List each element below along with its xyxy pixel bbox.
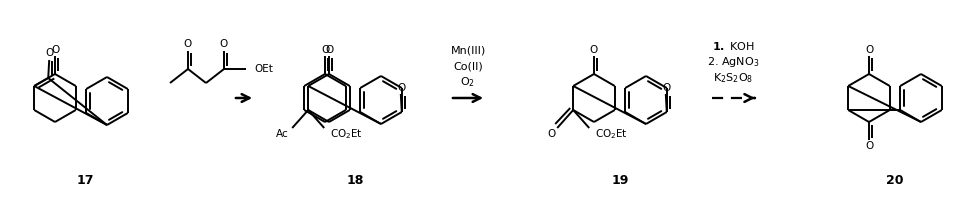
Text: 18: 18 [346, 173, 364, 187]
Text: O: O [397, 83, 406, 93]
Text: Co(II): Co(II) [453, 61, 483, 71]
Text: CO$_2$Et: CO$_2$Et [330, 127, 363, 141]
Text: O: O [321, 45, 329, 55]
Text: CO$_2$Et: CO$_2$Et [595, 127, 629, 141]
Text: 17: 17 [76, 173, 94, 187]
Text: O: O [663, 83, 671, 93]
Text: O: O [183, 39, 192, 49]
Text: K$_2$S$_2$O$_8$: K$_2$S$_2$O$_8$ [713, 71, 753, 85]
Text: O: O [590, 45, 598, 55]
Text: O: O [220, 39, 228, 49]
Text: 19: 19 [611, 173, 629, 187]
Text: Mn(III): Mn(III) [450, 45, 486, 55]
Text: O: O [45, 48, 54, 58]
Text: 2. AgNO$_3$: 2. AgNO$_3$ [708, 55, 759, 69]
Text: OEt: OEt [254, 64, 273, 74]
Text: O: O [865, 141, 874, 151]
Text: O: O [865, 45, 874, 55]
Text: O: O [51, 45, 60, 55]
Text: Ac: Ac [275, 129, 288, 139]
Text: O$_2$: O$_2$ [461, 75, 475, 89]
Text: $\mathbf{1.}$ KOH: $\mathbf{1.}$ KOH [712, 40, 755, 52]
Text: O: O [325, 45, 333, 55]
Text: O: O [548, 129, 555, 139]
Text: 20: 20 [886, 173, 904, 187]
